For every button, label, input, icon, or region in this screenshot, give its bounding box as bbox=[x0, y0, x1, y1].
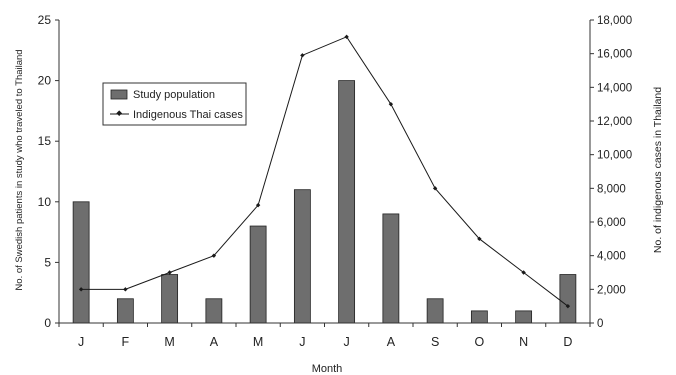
x-axis-title: Month bbox=[312, 363, 343, 375]
y-axis-title: No. of Swedish patients in study who tra… bbox=[14, 49, 25, 290]
y2-tick-label: 12,000 bbox=[597, 116, 632, 128]
x-tick-label: J bbox=[344, 335, 350, 349]
y2-axis-title: No. of indigenous cases in Thailand bbox=[652, 87, 664, 253]
ticks-group: 0 5 10 15 20 25 0 2,000 4,000 6,000 8,000 10,000 12,… bbox=[38, 13, 633, 349]
bar-10 bbox=[515, 310, 533, 324]
y-tick-label: 5 bbox=[44, 255, 51, 269]
bar-6 bbox=[338, 80, 356, 324]
bar-3 bbox=[205, 298, 223, 324]
bar-2 bbox=[161, 274, 179, 324]
y2-tick-label: 10,000 bbox=[597, 150, 632, 162]
x-tick-label: M bbox=[164, 335, 174, 349]
y-tick-label: 25 bbox=[38, 13, 52, 27]
bar-4 bbox=[249, 225, 267, 324]
legend-bar-label: Study population bbox=[133, 89, 215, 101]
line-point-6 bbox=[344, 34, 349, 40]
bar-8 bbox=[426, 298, 444, 324]
bar-5 bbox=[293, 189, 311, 324]
bar-11 bbox=[559, 274, 577, 324]
y2-tick-label: 4,000 bbox=[597, 251, 626, 263]
legend-line-marker bbox=[116, 110, 123, 117]
y2-tick-label: 6,000 bbox=[597, 217, 626, 229]
bar-0 bbox=[72, 201, 90, 324]
bar-7 bbox=[382, 213, 400, 324]
y2-tick-label: 18,000 bbox=[597, 15, 632, 27]
x-tick-label: N bbox=[519, 335, 528, 349]
x-tick-label: A bbox=[387, 335, 396, 349]
y2-tick-label: 8,000 bbox=[597, 183, 626, 195]
x-tick-label: S bbox=[431, 335, 439, 349]
x-tick-label: A bbox=[210, 335, 219, 349]
y2-tick-label: 2,000 bbox=[597, 284, 626, 296]
legend-line-label: Indigenous Thai cases bbox=[133, 109, 243, 121]
x-tick-label: J bbox=[299, 335, 305, 349]
y-tick-label: 15 bbox=[38, 134, 52, 148]
line-point-3 bbox=[211, 253, 217, 258]
line-point-2 bbox=[167, 270, 172, 275]
line-point-11 bbox=[565, 303, 571, 309]
line-point-4 bbox=[255, 202, 261, 208]
line-point-5 bbox=[300, 53, 305, 58]
y-tick-label: 0 bbox=[44, 316, 51, 330]
bar-1 bbox=[116, 298, 134, 324]
axes-group bbox=[58, 20, 591, 324]
y2-tick-label: 0 bbox=[597, 318, 603, 330]
legend-bar-swatch bbox=[110, 89, 128, 100]
line-point-8 bbox=[432, 186, 438, 191]
x-tick-label: O bbox=[475, 335, 485, 349]
line-point-1 bbox=[123, 287, 128, 292]
bar-9 bbox=[470, 310, 488, 324]
line-point-0 bbox=[78, 287, 84, 292]
x-tick-label: D bbox=[563, 335, 572, 349]
line-point-7 bbox=[388, 101, 394, 107]
y2-tick-label: 14,000 bbox=[597, 82, 632, 94]
legend: Study population Indigenous Thai cases bbox=[102, 82, 247, 126]
x-tick-label: F bbox=[122, 335, 130, 349]
y-tick-label: 20 bbox=[38, 74, 52, 88]
x-tick-label: M bbox=[253, 335, 263, 349]
line-group bbox=[78, 34, 571, 309]
x-tick-label: J bbox=[78, 335, 84, 349]
y-tick-label: 10 bbox=[38, 195, 52, 209]
y2-tick-label: 16,000 bbox=[597, 49, 632, 61]
line-point-9 bbox=[477, 236, 482, 242]
line-point-10 bbox=[521, 270, 526, 275]
line-series bbox=[81, 36, 569, 307]
bars-group bbox=[72, 80, 577, 324]
